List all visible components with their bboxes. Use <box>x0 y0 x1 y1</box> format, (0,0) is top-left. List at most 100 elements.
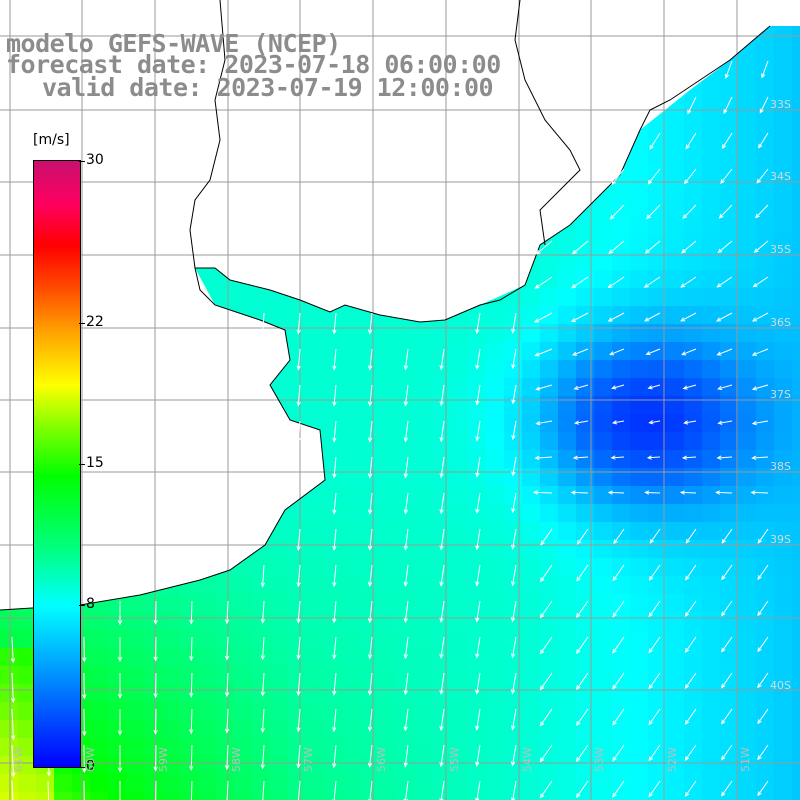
wind-arrow <box>440 456 445 478</box>
wind-cell <box>558 468 577 487</box>
wind-arrow-head <box>117 767 123 773</box>
wind-arrow-head <box>260 764 265 770</box>
wind-cell <box>432 792 451 800</box>
wind-cell <box>216 738 235 757</box>
wind-cell <box>504 342 523 361</box>
wind-arrow <box>333 708 337 731</box>
wind-arrow <box>612 780 625 798</box>
wind-cell <box>774 594 793 613</box>
wind-cell <box>234 756 253 775</box>
wind-cell <box>252 774 271 793</box>
wind-cell <box>90 612 109 631</box>
wind-cell <box>594 216 613 235</box>
wind-cell <box>612 612 631 631</box>
wind-cell <box>774 198 793 217</box>
wind-arrow <box>576 636 589 654</box>
wind-arrow-head <box>439 689 444 696</box>
wind-cell <box>630 576 649 595</box>
wind-arrow <box>648 456 661 459</box>
wind-cell <box>666 288 685 307</box>
wind-arrow-head <box>682 385 688 390</box>
wind-arrow <box>648 708 661 725</box>
wind-arrow <box>369 636 373 659</box>
wind-cell <box>684 180 703 199</box>
wind-cell <box>738 738 757 757</box>
wind-cell <box>576 378 595 397</box>
wind-cell <box>252 738 271 757</box>
wind-arrow <box>753 276 769 288</box>
wind-arrow-head <box>332 654 337 660</box>
wind-arrow <box>613 420 625 424</box>
wind-arrow <box>369 528 373 550</box>
wind-cell <box>792 738 800 757</box>
wind-cell <box>360 666 379 685</box>
wind-cell <box>684 594 703 613</box>
wind-arrow-head <box>475 508 480 514</box>
wind-cell <box>576 648 595 667</box>
wind-arrow-head <box>612 756 617 762</box>
wind-cell <box>270 774 289 793</box>
wind-arrow <box>404 636 409 659</box>
wind-cell <box>234 648 253 667</box>
wind-cell <box>522 594 541 613</box>
wind-cell <box>648 468 667 487</box>
wind-arrow-head <box>757 611 762 617</box>
wind-arrow-head <box>757 647 762 653</box>
wind-arrow-head <box>717 385 723 391</box>
wind-cell <box>342 486 361 505</box>
wind-cell <box>522 486 541 505</box>
wind-cell <box>396 702 415 721</box>
wind-cell <box>504 432 523 451</box>
wind-cell <box>630 504 649 523</box>
wind-cell <box>288 396 307 415</box>
wind-arrow-head <box>10 658 16 664</box>
wind-cell <box>558 306 577 325</box>
wind-arrow-head <box>260 582 266 588</box>
wind-arrow-head <box>475 400 480 406</box>
wind-cell <box>558 576 577 595</box>
wind-cell <box>774 288 793 307</box>
wind-cell <box>630 396 649 415</box>
wind-arrow-head <box>721 575 726 581</box>
wind-cell <box>558 702 577 721</box>
wind-cell <box>540 720 559 739</box>
wind-cell <box>126 648 145 667</box>
wind-cell <box>126 684 145 703</box>
wind-arrow-head <box>82 768 87 774</box>
wind-cell <box>576 684 595 703</box>
wind-cell <box>594 576 613 595</box>
wind-cell <box>738 288 757 307</box>
wind-arrow <box>649 132 661 150</box>
wind-arrow <box>404 672 409 695</box>
wind-arrow-head <box>534 284 540 289</box>
wind-cell <box>630 270 649 289</box>
wind-cell <box>0 684 19 703</box>
wind-cell <box>612 180 631 199</box>
wind-cell <box>684 522 703 541</box>
wind-cell <box>720 252 739 271</box>
wind-cell <box>540 738 559 757</box>
wind-arrow <box>576 780 589 798</box>
wind-cell <box>18 702 37 721</box>
wind-cell <box>756 720 775 739</box>
wind-cell <box>306 558 325 577</box>
wind-cell <box>756 648 775 667</box>
wind-arrow-head <box>649 144 654 150</box>
wind-arrow <box>511 708 517 730</box>
colorbar-tick-label: 15 <box>86 455 104 471</box>
wind-cell <box>666 252 685 271</box>
wind-cell <box>432 774 451 793</box>
wind-cell <box>180 612 199 631</box>
wind-cell <box>360 486 379 505</box>
wind-arrow-head <box>439 437 444 443</box>
wind-arrow <box>476 780 481 800</box>
wind-cell <box>792 18 800 37</box>
wind-cell <box>612 450 631 469</box>
wind-arrow <box>404 600 409 622</box>
wind-arrow-head <box>684 756 690 762</box>
wind-cell <box>648 162 667 181</box>
wind-arrow <box>404 528 409 550</box>
wind-cell <box>450 684 469 703</box>
wind-arrow <box>572 348 589 356</box>
